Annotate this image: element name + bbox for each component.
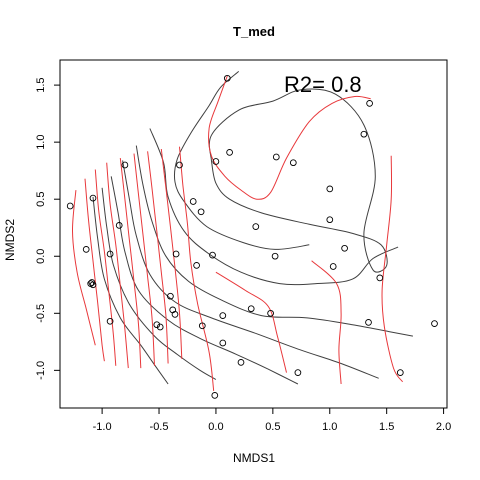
data-point: [329, 263, 337, 270]
data-point: [89, 281, 97, 289]
x-tick-label: 0.5: [265, 421, 280, 433]
data-point: [366, 100, 373, 107]
red-contour-line: [208, 75, 371, 200]
data-point: [82, 246, 90, 253]
gray-contour-line: [208, 88, 388, 273]
data-point: [167, 292, 174, 300]
data-point: [247, 305, 255, 313]
x-axis-label: NMDS1: [233, 451, 275, 465]
x-tick-label: -1.0: [93, 421, 112, 433]
red-contour-line: [71, 190, 96, 346]
data-point: [153, 321, 161, 329]
data-point: [156, 323, 164, 331]
data-point: [272, 153, 280, 161]
gray-contour-line: [110, 176, 299, 385]
data-point: [223, 74, 231, 82]
data-point: [396, 369, 404, 376]
gray-contour-line: [135, 145, 413, 337]
r2-annotation: R2= 0.8: [284, 72, 362, 97]
data-point: [212, 158, 220, 165]
data-point: [294, 369, 302, 376]
data-point: [226, 149, 233, 156]
data-point: [197, 208, 205, 216]
data-point: [252, 223, 260, 230]
contour-lines: [71, 71, 413, 391]
gray-contour-line: [173, 71, 310, 250]
x-tick-label: 1.5: [379, 421, 394, 433]
data-point: [106, 317, 114, 325]
data-point: [193, 262, 200, 269]
data-point: [89, 194, 97, 202]
red-contour-line: [94, 169, 117, 366]
data-point: [326, 216, 334, 224]
x-tick-label: -0.5: [150, 421, 169, 433]
data-point: [172, 250, 180, 258]
red-contour-line: [119, 158, 142, 369]
y-tick-label: 0.5: [35, 192, 47, 207]
y-tick-label: 1.0: [35, 135, 47, 150]
y-axis-label: NMDS2: [3, 219, 17, 261]
x-tick-label: 0.0: [208, 421, 223, 433]
plot-frame: [59, 59, 448, 409]
gray-contour-line: [101, 187, 217, 380]
data-point: [431, 320, 438, 327]
data-point: [376, 274, 384, 282]
data-point: [267, 309, 274, 317]
y-axis: -1.0 -0.5 0.0 0.5 1.0 1.5: [35, 77, 61, 380]
data-point: [209, 251, 216, 259]
red-contour-line: [106, 162, 129, 369]
data-point: [219, 312, 227, 319]
y-tick-label: -1.0: [35, 361, 47, 380]
red-contour-line: [311, 260, 342, 385]
chart-title: T_med: [233, 24, 275, 39]
gray-contour-line: [149, 128, 399, 286]
data-point: [289, 159, 297, 167]
x-axis: -1.0 -0.5 0.0 0.5 1.0 1.5 2.0: [93, 407, 451, 433]
data-point: [237, 359, 245, 366]
data-point: [219, 339, 227, 347]
data-point: [326, 185, 334, 193]
gray-contour-line: [122, 160, 379, 379]
data-point: [171, 311, 179, 318]
red-contour-line: [179, 146, 215, 391]
data-point: [211, 392, 219, 399]
gray-contour-line: [92, 196, 169, 385]
red-contour-line: [147, 151, 169, 364]
y-tick-label: 1.5: [35, 77, 47, 92]
data-points: [66, 74, 438, 399]
red-contour-line: [84, 178, 105, 362]
data-point: [121, 161, 129, 169]
x-tick-label: 1.0: [322, 421, 337, 433]
data-point: [271, 252, 279, 260]
y-tick-label: 0.0: [35, 249, 47, 264]
data-point: [106, 250, 114, 258]
red-contour-line: [215, 271, 287, 373]
data-point: [198, 322, 206, 330]
data-point: [341, 244, 348, 252]
data-point: [360, 130, 368, 138]
red-contour-line: [381, 155, 404, 383]
red-contour-line: [133, 153, 155, 366]
data-point: [115, 222, 123, 229]
data-point: [365, 319, 372, 326]
data-point: [189, 198, 197, 205]
data-point: [176, 161, 183, 169]
x-tick-label: 2.0: [436, 421, 451, 433]
y-tick-label: -0.5: [35, 304, 47, 323]
data-point: [66, 202, 74, 210]
red-contour-line: [160, 148, 183, 359]
